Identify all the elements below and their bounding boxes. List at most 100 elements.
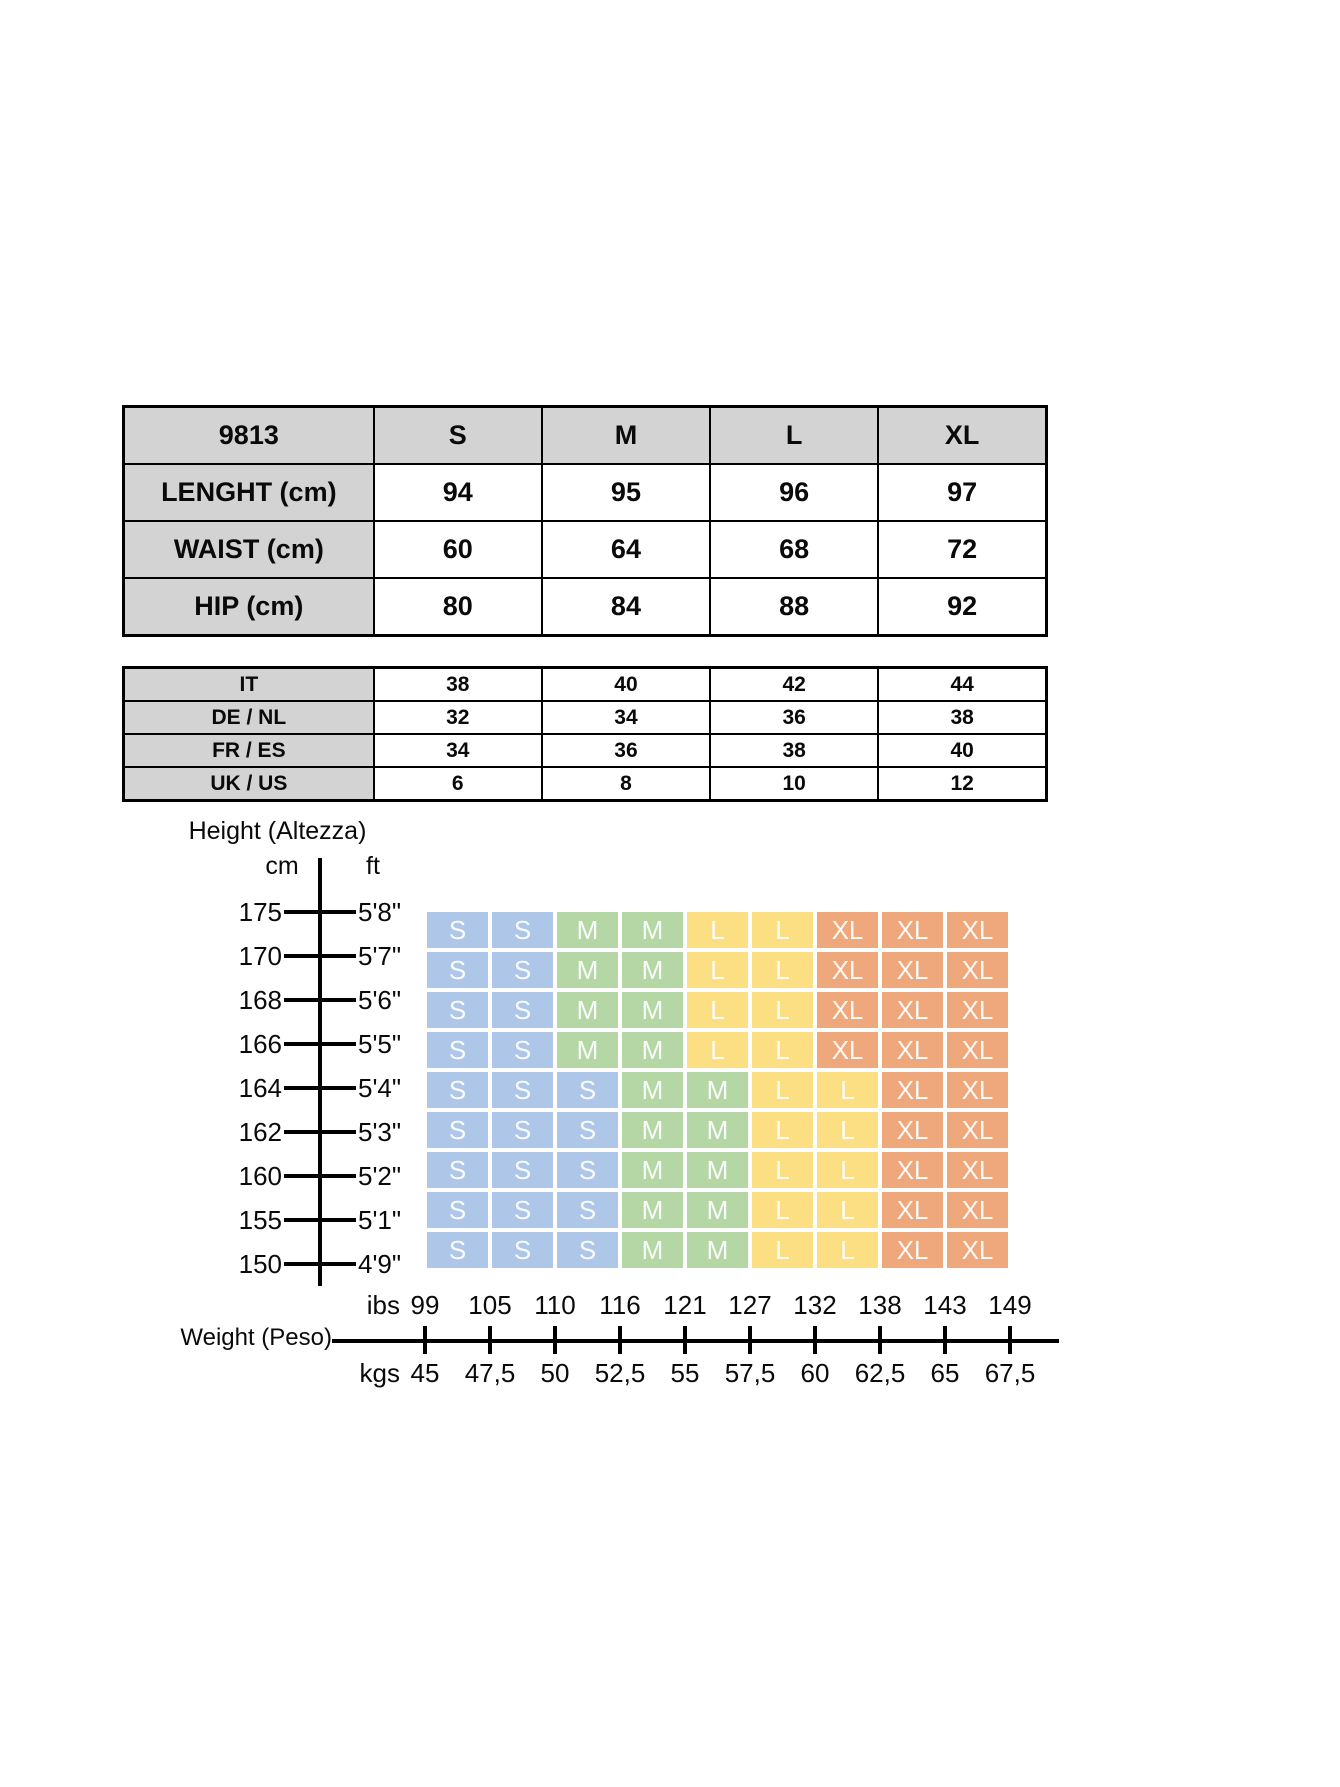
value-cell: 10: [709, 766, 880, 802]
value-cell: 34: [372, 733, 543, 768]
height-tick: [284, 1130, 356, 1134]
grid-cell-s: S: [427, 1112, 488, 1148]
height-tick: [284, 910, 356, 914]
height-cm-label: 164: [238, 1073, 282, 1103]
grid-cell-l: L: [817, 1112, 878, 1148]
height-unit-ft: ft: [366, 852, 380, 880]
grid-cell-s: S: [557, 1072, 618, 1108]
weight-ibs-value: 127: [728, 1290, 772, 1320]
grid-cell-l: L: [752, 1032, 813, 1068]
grid-cell-m: M: [687, 1152, 748, 1188]
product-code: 9813: [122, 405, 375, 465]
value-cell: 36: [709, 700, 880, 735]
grid-cell-xl: XL: [817, 952, 878, 988]
size-conversion-row: UK / US 6 8 10 12: [122, 766, 1048, 802]
grid-cell-l: L: [752, 912, 813, 948]
grid-cell-s: S: [492, 1072, 553, 1108]
value-cell: 92: [877, 577, 1048, 637]
row-label-cell: IT: [122, 666, 375, 702]
weight-ibs-value: 149: [988, 1290, 1032, 1320]
size-header-cell: XL: [877, 405, 1048, 465]
size-header-cell: S: [372, 405, 543, 465]
value-cell: 64: [540, 520, 712, 579]
grid-cell-s: S: [492, 992, 553, 1028]
value-cell: 38: [709, 733, 880, 768]
grid-cell-m: M: [557, 1032, 618, 1068]
grid-cell-s: S: [427, 912, 488, 948]
height-ft-label: 5'6": [358, 985, 402, 1015]
height-ft-label: 5'7": [358, 941, 402, 971]
value-cell: 94: [372, 463, 543, 522]
size-spec-table-body: 9813 S M L XL LENGHT (cm) 94 95 96 97 WAIST (cm) 60…: [122, 405, 1048, 637]
weight-ibs-value: 132: [793, 1290, 837, 1320]
grid-cell-xl: XL: [817, 1032, 878, 1068]
height-cm-label: 150: [238, 1249, 282, 1279]
value-cell: 84: [540, 577, 712, 637]
grid-cell-s: S: [492, 1112, 553, 1148]
grid-cell-l: L: [687, 952, 748, 988]
grid-cell-xl: XL: [947, 1192, 1008, 1228]
size-spec-row: LENGHT (cm) 94 95 96 97: [122, 463, 1048, 522]
height-cm-label: 175: [238, 897, 282, 927]
grid-cell-m: M: [687, 1112, 748, 1148]
value-cell: 8: [540, 766, 712, 802]
size-conversion-row: DE / NL 32 34 36 38: [122, 700, 1048, 735]
size-header-cell: L: [709, 405, 880, 465]
value-cell: 36: [540, 733, 712, 768]
grid-cell-s: S: [427, 992, 488, 1028]
value-cell: 40: [540, 666, 712, 702]
grid-cell-s: S: [427, 1032, 488, 1068]
weight-kgs-value: 47,5: [464, 1358, 516, 1388]
value-cell: 80: [372, 577, 543, 637]
row-label-cell: FR / ES: [122, 733, 375, 768]
height-tick: [284, 1086, 356, 1090]
grid-cell-l: L: [687, 992, 748, 1028]
grid-cell-xl: XL: [817, 912, 878, 948]
weight-ibs-value: 138: [858, 1290, 902, 1320]
size-grid: S S M M L L XL XL XL S S M M L L XL XL XL S S M M L L XL XL XL S S M M…: [427, 912, 1008, 1268]
grid-cell-s: S: [427, 1232, 488, 1268]
grid-cell-m: M: [622, 1032, 683, 1068]
height-tick: [284, 954, 356, 958]
weight-ibs-value: 121: [663, 1290, 707, 1320]
weight-axis-line: [332, 1339, 1059, 1343]
row-label-cell: HIP (cm): [122, 577, 375, 637]
grid-cell-m: M: [557, 952, 618, 988]
size-spec-row: HIP (cm) 80 84 88 92: [122, 577, 1048, 637]
grid-cell-l: L: [752, 992, 813, 1028]
row-label-cell: LENGHT (cm): [122, 463, 375, 522]
height-tick: [284, 1262, 356, 1266]
height-cm-label: 166: [238, 1029, 282, 1059]
grid-cell-m: M: [687, 1072, 748, 1108]
value-cell: 97: [877, 463, 1048, 522]
grid-cell-s: S: [557, 1232, 618, 1268]
size-spec-table: 9813 S M L XL LENGHT (cm) 94 95 96 97 WAIST (cm) 60…: [122, 405, 1048, 637]
weight-ibs-value: 143: [923, 1290, 967, 1320]
grid-cell-m: M: [622, 952, 683, 988]
grid-cell-xl: XL: [947, 1072, 1008, 1108]
size-conversion-table-body: IT 38 40 42 44 DE / NL 32 34 36 38 FR / ES 34 36 38 40…: [122, 666, 1048, 802]
grid-cell-xl: XL: [947, 1152, 1008, 1188]
grid-cell-l: L: [752, 1112, 813, 1148]
grid-cell-s: S: [557, 1112, 618, 1148]
weight-ibs-value: 99: [410, 1290, 440, 1320]
grid-cell-s: S: [492, 1192, 553, 1228]
value-cell: 40: [877, 733, 1048, 768]
weight-kgs-value: 45: [410, 1358, 440, 1388]
height-cm-label: 155: [238, 1205, 282, 1235]
size-header-cell: M: [540, 405, 712, 465]
weight-kgs-value: 60: [800, 1358, 830, 1388]
grid-cell-l: L: [817, 1152, 878, 1188]
grid-cell-xl: XL: [882, 1192, 943, 1228]
grid-cell-xl: XL: [947, 1112, 1008, 1148]
grid-cell-l: L: [752, 1192, 813, 1228]
value-cell: 42: [709, 666, 880, 702]
grid-cell-xl: XL: [882, 992, 943, 1028]
grid-cell-xl: XL: [882, 912, 943, 948]
grid-cell-s: S: [492, 1152, 553, 1188]
weight-kgs-value: 65: [930, 1358, 960, 1388]
value-cell: 60: [372, 520, 543, 579]
grid-cell-s: S: [557, 1192, 618, 1228]
grid-cell-m: M: [622, 1232, 683, 1268]
